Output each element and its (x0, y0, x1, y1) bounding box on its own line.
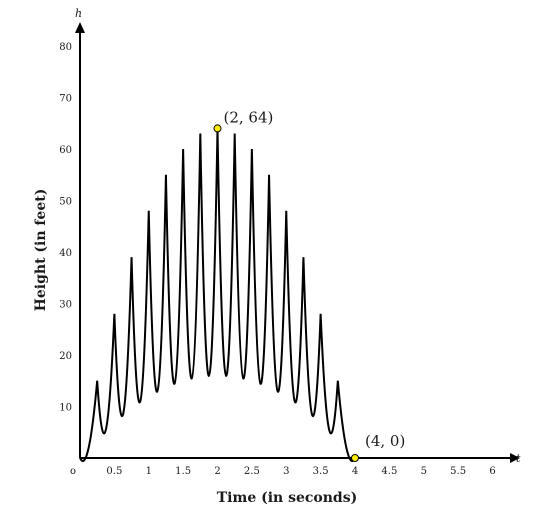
y-axis-variable: h (75, 7, 82, 20)
y-axis-label: Height (in feet) (33, 189, 49, 312)
x-tick-label: 5.5 (450, 466, 466, 477)
data-point-label: (4, 0) (365, 432, 405, 450)
y-tick-label: 50 (59, 197, 72, 208)
y-tick-labels: 10 20 30 40 50 60 70 80 (59, 42, 72, 414)
x-tick-label: 2.5 (244, 466, 260, 477)
x-tick-label: 3 (283, 466, 289, 477)
data-point-label: (2, 64) (224, 108, 274, 126)
x-tick-label: 3.5 (313, 466, 329, 477)
x-tick-label: 2 (214, 466, 220, 477)
y-tick-label: 80 (59, 42, 72, 53)
x-axis-label: Time (in seconds) (217, 490, 357, 506)
x-tick-label: 1 (146, 466, 152, 477)
x-tick-label: o (70, 466, 76, 477)
y-tick-label: 40 (59, 248, 72, 259)
y-tick-label: 60 (59, 145, 72, 156)
x-tick-labels: o 0.5 1 1.5 2 2.5 3 3.5 4 4.5 5 5.5 6 (70, 466, 496, 477)
y-tick-label: 20 (59, 351, 72, 362)
data-point (351, 454, 359, 462)
x-tick-label: 4.5 (381, 466, 397, 477)
x-axis-variable: t (516, 452, 521, 465)
marked-points: (2, 64) (4, 0) (213, 108, 405, 462)
x-tick-label: 5 (421, 466, 427, 477)
x-tick-label: 0.5 (106, 466, 122, 477)
y-tick-label: 30 (59, 300, 72, 311)
axes (75, 22, 520, 463)
x-tick-label: 6 (489, 466, 495, 477)
y-tick-label: 10 (59, 403, 72, 414)
series-line (79, 128, 356, 463)
y-axis-arrow-icon (75, 22, 85, 33)
x-tick-label: 1.5 (175, 466, 191, 477)
y-tick-label: 70 (59, 94, 72, 105)
data-point (213, 124, 222, 133)
x-tick-label: 4 (352, 466, 358, 477)
x-axis-arrow-icon (510, 453, 520, 463)
